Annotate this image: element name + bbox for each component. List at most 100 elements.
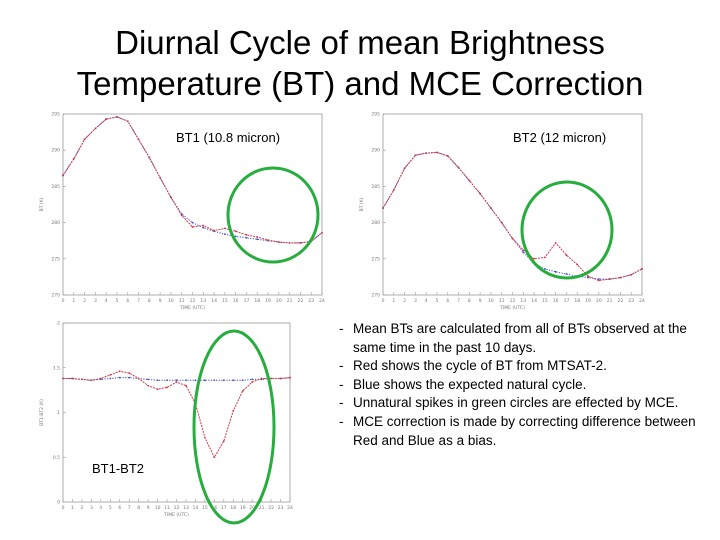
x-tick-label: 24 [639, 298, 645, 304]
y-tick-label: 0.5 [53, 455, 60, 461]
red-series-point [256, 236, 259, 238]
red-series-point [62, 377, 64, 380]
red-series-point [554, 241, 557, 244]
red-series-point [81, 378, 83, 381]
red-series-point [500, 221, 503, 224]
red-series-point [137, 138, 140, 141]
x-tick-label: 21 [607, 298, 613, 304]
blue-series-point [191, 221, 194, 224]
x-tick-label: 13 [200, 298, 206, 304]
blue-series-point [166, 379, 168, 382]
x-tick-label: 24 [287, 505, 293, 511]
red-series-point [241, 390, 244, 392]
red-series-point [288, 241, 291, 244]
blue-series-point [202, 226, 205, 229]
x-tick-label: 23 [278, 505, 284, 511]
diff-chart: 00.511.520 1 2 3 4 5 6 7 8 9 10 11 12 13 14 15 16 17 18 19 2… [39, 321, 293, 525]
y-tick-label: 285 [51, 184, 60, 190]
x-tick-label: 12 [510, 298, 516, 304]
x-tick-label: 3 [414, 298, 417, 304]
x-tick-label: 9 [147, 505, 150, 511]
x-tick-label: 19 [585, 298, 591, 304]
x-tick-label: 11 [179, 298, 185, 304]
diff-chart-label: BT1-BT2 [92, 461, 145, 476]
x-tick-label: 17 [221, 505, 227, 511]
x-tick-label: 20 [276, 298, 282, 304]
red-series-point [543, 256, 546, 259]
x-tick-label: 5 [109, 505, 112, 511]
x-tick-label: 7 [128, 505, 131, 511]
red-series-line [382, 151, 643, 282]
y-tick-label: 295 [371, 112, 380, 118]
red-series-point [156, 388, 159, 391]
x-tick-label: 1 [72, 298, 75, 304]
x-tick-label: 10 [488, 298, 494, 304]
slide-title: Diurnal Cycle of mean Brightness Tempera… [0, 22, 720, 104]
x-tick-label: 9 [479, 298, 482, 304]
y-tick-label: 275 [371, 256, 380, 262]
x-tick-label: 12 [190, 298, 196, 304]
note-item: Unnatural spikes in green circles are ef… [337, 394, 717, 413]
x-tick-label: 0 [62, 298, 65, 304]
notes-list: Mean BTs are calculated from all of BTs … [337, 320, 717, 450]
blue-series-point [241, 379, 244, 382]
x-tick-label: 0 [62, 505, 65, 511]
red-series-point [83, 138, 86, 141]
blue-series-point [234, 235, 237, 238]
x-tick-label: 14 [211, 298, 217, 304]
red-series-point [382, 207, 384, 210]
x-tick-label: 12 [174, 505, 180, 511]
red-series-point [166, 386, 168, 389]
red-series-point [597, 279, 600, 282]
blue-series-point [251, 378, 254, 381]
x-axis-label: TIME (UTC) [179, 305, 205, 311]
x-tick-label: 2 [80, 505, 83, 511]
x-tick-label: 22 [268, 505, 274, 511]
x-tick-label: 4 [105, 298, 108, 304]
red-series-point [170, 196, 172, 199]
blue-series-point [203, 379, 206, 382]
blue-series-point [554, 270, 557, 273]
red-series-point [522, 249, 525, 252]
red-series-point [608, 278, 611, 280]
mce-spike-highlight-circle [520, 180, 614, 280]
blue-series-point [147, 378, 150, 381]
red-series-point [468, 179, 471, 182]
red-series-point [425, 152, 428, 154]
x-tick-label: 15 [542, 298, 548, 304]
x-tick-label: 18 [574, 298, 580, 304]
red-series-point [126, 120, 129, 123]
blue-series-point [565, 273, 568, 275]
blue-series-point [256, 238, 259, 241]
blue-series-point [522, 251, 525, 254]
x-tick-label: 3 [94, 298, 97, 304]
red-series-point [213, 229, 215, 232]
x-tick-label: 1 [392, 298, 395, 304]
x-tick-label: 10 [155, 505, 161, 511]
x-tick-label: 7 [137, 298, 140, 304]
x-tick-label: 5 [436, 298, 439, 304]
blue-series-point [128, 376, 131, 379]
red-series-point [175, 381, 178, 383]
x-tick-label: 21 [287, 298, 293, 304]
x-tick-label: 5 [116, 298, 119, 304]
x-tick-label: 4 [425, 298, 428, 304]
y-tick-label: 270 [51, 293, 60, 299]
blue-series-point [232, 379, 235, 382]
x-tick-label: 18 [254, 298, 260, 304]
y-tick-label: 290 [371, 148, 380, 154]
y-tick-label: 0 [57, 500, 60, 506]
red-series-point [234, 230, 237, 233]
red-series-point [180, 214, 183, 217]
blue-series-point [185, 379, 187, 382]
red-series-point [90, 379, 93, 382]
mce-spike-highlight-circle [192, 329, 276, 525]
x-tick-label: 8 [468, 298, 471, 304]
x-tick-label: 3 [90, 505, 93, 511]
red-series-point [128, 372, 131, 375]
x-tick-label: 1 [71, 505, 74, 511]
red-series-point [576, 263, 579, 266]
x-tick-label: 21 [259, 505, 265, 511]
blue-series-point [222, 379, 225, 382]
red-series-point [223, 227, 226, 230]
